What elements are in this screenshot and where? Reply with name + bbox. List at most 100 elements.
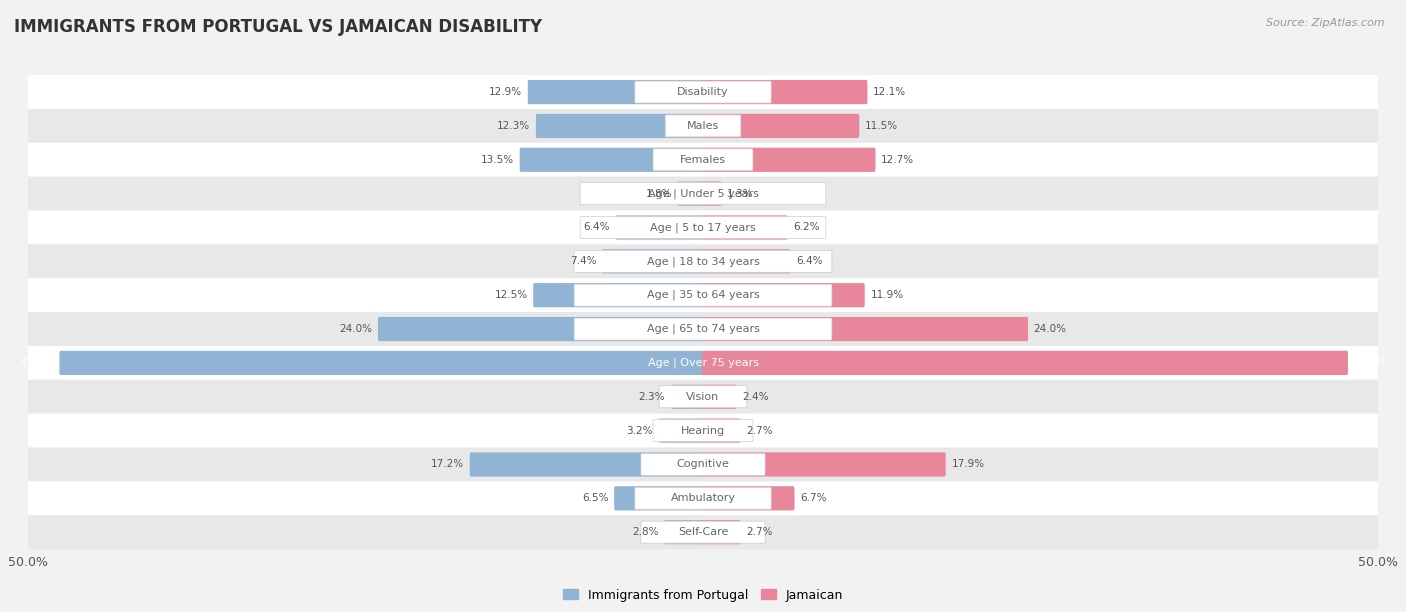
FancyBboxPatch shape xyxy=(702,182,721,206)
Text: Males: Males xyxy=(688,121,718,131)
Text: Vision: Vision xyxy=(686,392,720,401)
FancyBboxPatch shape xyxy=(702,385,737,409)
FancyBboxPatch shape xyxy=(28,346,1378,380)
Text: 6.4%: 6.4% xyxy=(796,256,823,266)
Text: 12.5%: 12.5% xyxy=(495,290,527,300)
Text: 2.3%: 2.3% xyxy=(638,392,665,401)
FancyBboxPatch shape xyxy=(581,217,825,239)
Text: 12.1%: 12.1% xyxy=(873,87,907,97)
FancyBboxPatch shape xyxy=(658,419,704,442)
Text: 2.7%: 2.7% xyxy=(747,527,773,537)
FancyBboxPatch shape xyxy=(574,284,832,306)
FancyBboxPatch shape xyxy=(616,215,704,239)
Text: Age | 35 to 64 years: Age | 35 to 64 years xyxy=(647,290,759,300)
FancyBboxPatch shape xyxy=(536,114,704,138)
FancyBboxPatch shape xyxy=(702,452,946,477)
Text: 3.2%: 3.2% xyxy=(627,425,652,436)
FancyBboxPatch shape xyxy=(652,420,754,442)
FancyBboxPatch shape xyxy=(659,386,747,408)
FancyBboxPatch shape xyxy=(533,283,704,307)
Text: 24.0%: 24.0% xyxy=(339,324,373,334)
Text: 13.5%: 13.5% xyxy=(481,155,515,165)
Text: 6.5%: 6.5% xyxy=(582,493,609,503)
FancyBboxPatch shape xyxy=(614,486,704,510)
FancyBboxPatch shape xyxy=(702,283,865,307)
FancyBboxPatch shape xyxy=(702,114,859,138)
FancyBboxPatch shape xyxy=(702,486,794,510)
Text: 12.3%: 12.3% xyxy=(498,121,530,131)
Text: 6.4%: 6.4% xyxy=(583,223,610,233)
FancyBboxPatch shape xyxy=(702,419,741,442)
Text: Age | 18 to 34 years: Age | 18 to 34 years xyxy=(647,256,759,267)
FancyBboxPatch shape xyxy=(28,515,1378,549)
Text: Disability: Disability xyxy=(678,87,728,97)
Text: Self-Care: Self-Care xyxy=(678,527,728,537)
FancyBboxPatch shape xyxy=(641,453,765,476)
FancyBboxPatch shape xyxy=(59,351,704,375)
FancyBboxPatch shape xyxy=(636,487,770,509)
Text: 11.5%: 11.5% xyxy=(865,121,898,131)
Text: 17.2%: 17.2% xyxy=(432,460,464,469)
Text: 47.6%: 47.6% xyxy=(21,358,53,368)
FancyBboxPatch shape xyxy=(28,278,1378,312)
FancyBboxPatch shape xyxy=(702,80,868,104)
Text: 1.8%: 1.8% xyxy=(645,188,672,199)
FancyBboxPatch shape xyxy=(678,182,704,206)
Text: Hearing: Hearing xyxy=(681,425,725,436)
Text: 11.9%: 11.9% xyxy=(870,290,904,300)
FancyBboxPatch shape xyxy=(28,312,1378,346)
Text: Age | Under 5 years: Age | Under 5 years xyxy=(648,188,758,199)
Text: 17.9%: 17.9% xyxy=(952,460,984,469)
FancyBboxPatch shape xyxy=(527,80,704,104)
FancyBboxPatch shape xyxy=(702,215,787,239)
Text: Females: Females xyxy=(681,155,725,165)
Text: Source: ZipAtlas.com: Source: ZipAtlas.com xyxy=(1267,18,1385,28)
Legend: Immigrants from Portugal, Jamaican: Immigrants from Portugal, Jamaican xyxy=(558,584,848,606)
FancyBboxPatch shape xyxy=(574,318,832,340)
Text: Ambulatory: Ambulatory xyxy=(671,493,735,503)
FancyBboxPatch shape xyxy=(702,317,1028,341)
FancyBboxPatch shape xyxy=(470,452,704,477)
FancyBboxPatch shape xyxy=(664,520,704,544)
Text: 2.4%: 2.4% xyxy=(742,392,769,401)
Text: Age | Over 75 years: Age | Over 75 years xyxy=(648,357,758,368)
FancyBboxPatch shape xyxy=(28,380,1378,414)
FancyBboxPatch shape xyxy=(378,317,704,341)
FancyBboxPatch shape xyxy=(28,177,1378,211)
FancyBboxPatch shape xyxy=(28,211,1378,244)
FancyBboxPatch shape xyxy=(28,447,1378,482)
FancyBboxPatch shape xyxy=(28,244,1378,278)
Text: 12.9%: 12.9% xyxy=(489,87,522,97)
FancyBboxPatch shape xyxy=(702,351,1348,375)
Text: 7.4%: 7.4% xyxy=(569,256,596,266)
Text: 6.7%: 6.7% xyxy=(800,493,827,503)
FancyBboxPatch shape xyxy=(574,250,832,272)
FancyBboxPatch shape xyxy=(636,81,770,103)
Text: 12.7%: 12.7% xyxy=(882,155,914,165)
Text: 6.2%: 6.2% xyxy=(793,223,820,233)
FancyBboxPatch shape xyxy=(602,249,704,274)
FancyBboxPatch shape xyxy=(28,109,1378,143)
FancyBboxPatch shape xyxy=(652,149,754,171)
Text: Age | 5 to 17 years: Age | 5 to 17 years xyxy=(650,222,756,233)
FancyBboxPatch shape xyxy=(520,147,704,172)
FancyBboxPatch shape xyxy=(671,385,704,409)
Text: 47.7%: 47.7% xyxy=(1354,358,1386,368)
FancyBboxPatch shape xyxy=(28,414,1378,447)
Text: 2.7%: 2.7% xyxy=(747,425,773,436)
FancyBboxPatch shape xyxy=(702,147,876,172)
FancyBboxPatch shape xyxy=(665,115,741,137)
Text: IMMIGRANTS FROM PORTUGAL VS JAMAICAN DISABILITY: IMMIGRANTS FROM PORTUGAL VS JAMAICAN DIS… xyxy=(14,18,543,36)
Text: 24.0%: 24.0% xyxy=(1033,324,1067,334)
Text: Cognitive: Cognitive xyxy=(676,460,730,469)
Text: 2.8%: 2.8% xyxy=(631,527,658,537)
FancyBboxPatch shape xyxy=(702,249,790,274)
Text: Age | 65 to 74 years: Age | 65 to 74 years xyxy=(647,324,759,334)
FancyBboxPatch shape xyxy=(581,182,825,204)
FancyBboxPatch shape xyxy=(28,75,1378,109)
Text: 1.3%: 1.3% xyxy=(727,188,754,199)
FancyBboxPatch shape xyxy=(28,143,1378,177)
FancyBboxPatch shape xyxy=(28,482,1378,515)
FancyBboxPatch shape xyxy=(641,521,765,543)
FancyBboxPatch shape xyxy=(702,520,741,544)
